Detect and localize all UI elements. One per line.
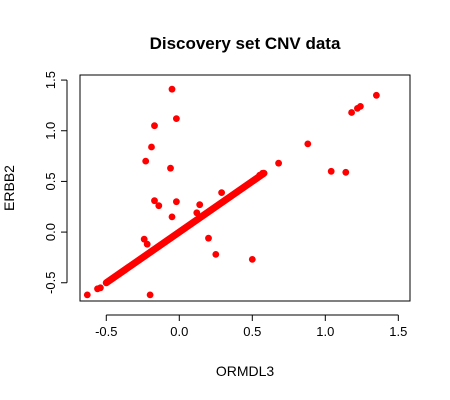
data-point	[142, 158, 149, 165]
data-point	[147, 292, 154, 299]
data-point	[97, 284, 104, 291]
y-axis-label: ERBB2	[1, 165, 17, 211]
data-point	[373, 92, 380, 99]
data-points	[84, 86, 380, 299]
data-point	[275, 160, 282, 167]
data-point	[144, 241, 151, 248]
data-point	[342, 169, 349, 176]
data-point	[218, 189, 225, 196]
data-point	[155, 202, 162, 209]
y-tick-label: 1.5	[43, 71, 58, 89]
y-tick-label: 0.5	[43, 172, 58, 190]
x-axis-label: ORMDL3	[216, 363, 275, 379]
y-axis: -0.5 0.0 0.5 1.0 1.5	[43, 71, 67, 294]
y-tick-label: 0.0	[43, 223, 58, 241]
data-point	[328, 168, 335, 175]
data-point	[249, 256, 256, 263]
y-tick-label: -0.5	[43, 272, 58, 294]
data-point	[196, 201, 203, 208]
chart-title: Discovery set CNV data	[150, 34, 341, 53]
data-point	[167, 165, 174, 172]
data-point	[357, 103, 364, 110]
data-point	[348, 109, 355, 116]
data-point	[151, 122, 158, 129]
data-point	[173, 115, 180, 122]
x-axis: -0.5 0.0 0.5 1.0 1.5	[95, 315, 407, 339]
data-point	[259, 170, 266, 177]
y-tick-label: 1.0	[43, 122, 58, 140]
data-point	[169, 86, 176, 93]
data-point	[212, 251, 219, 258]
diagonal-point-band	[106, 173, 264, 282]
data-point	[148, 144, 155, 151]
data-point	[193, 209, 200, 216]
x-tick-label: 0.0	[170, 324, 188, 339]
data-point	[84, 292, 91, 299]
data-point	[169, 214, 176, 221]
data-point	[205, 235, 212, 242]
x-tick-label: 1.5	[389, 324, 407, 339]
x-tick-label: 1.0	[316, 324, 334, 339]
data-point	[173, 198, 180, 205]
data-point	[304, 141, 311, 148]
x-tick-label: -0.5	[95, 324, 117, 339]
x-tick-label: 0.5	[243, 324, 261, 339]
